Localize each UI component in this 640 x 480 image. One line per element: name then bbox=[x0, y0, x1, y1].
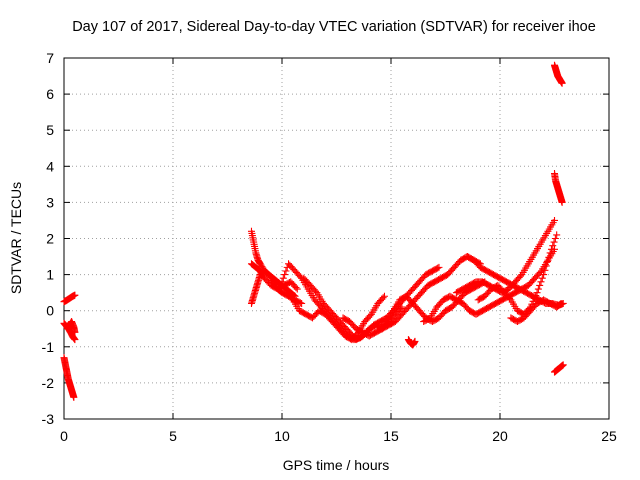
data-series-7 bbox=[247, 260, 301, 293]
data-point bbox=[380, 292, 388, 300]
data-point bbox=[257, 268, 265, 276]
y-tick-label: 1 bbox=[46, 267, 54, 283]
data-point bbox=[551, 235, 559, 242]
data-point bbox=[71, 291, 79, 299]
data-point bbox=[281, 271, 289, 279]
data-point bbox=[379, 294, 387, 302]
data-point bbox=[533, 289, 541, 297]
data-point bbox=[266, 272, 274, 280]
y-tick-label: 6 bbox=[46, 86, 54, 102]
data-point bbox=[267, 273, 275, 281]
data-point bbox=[547, 245, 555, 253]
data-point bbox=[293, 285, 301, 293]
data-point bbox=[296, 273, 304, 281]
data-point bbox=[71, 328, 79, 336]
y-axis-label: SDTVAR / TECUs bbox=[8, 182, 24, 294]
data-point bbox=[506, 294, 514, 302]
data-point bbox=[268, 275, 276, 283]
data-point bbox=[292, 284, 300, 292]
data-point bbox=[516, 272, 524, 280]
y-tick-label: 5 bbox=[46, 122, 54, 138]
data-series-20 bbox=[551, 170, 566, 206]
data-point bbox=[546, 249, 554, 257]
data-series-13 bbox=[404, 336, 419, 349]
data-point bbox=[534, 285, 542, 293]
data-point bbox=[298, 299, 306, 307]
x-tick-label: 25 bbox=[601, 428, 617, 444]
data-point bbox=[397, 305, 405, 313]
x-axis-label: GPS time / hours bbox=[283, 457, 390, 473]
data-point bbox=[553, 231, 561, 239]
y-tick-label: -2 bbox=[42, 375, 55, 391]
data-point bbox=[288, 294, 296, 302]
data-point bbox=[529, 297, 537, 305]
data-point bbox=[551, 216, 558, 224]
x-tick-label: 15 bbox=[383, 428, 399, 444]
y-tick-label: 3 bbox=[46, 194, 54, 210]
data-point bbox=[278, 278, 286, 286]
data-point bbox=[256, 267, 264, 275]
y-tick-label: -3 bbox=[42, 411, 55, 427]
data-point bbox=[71, 336, 79, 344]
data-point bbox=[556, 300, 564, 308]
data-point bbox=[70, 393, 78, 401]
x-tick-label: 0 bbox=[60, 428, 68, 444]
data-point bbox=[540, 271, 548, 279]
data-series-1 bbox=[60, 291, 79, 306]
data-point bbox=[541, 266, 549, 274]
data-point bbox=[259, 271, 267, 279]
y-tick-label: 0 bbox=[46, 303, 54, 319]
data-series-10 bbox=[300, 274, 406, 344]
x-tick-label: 5 bbox=[169, 428, 177, 444]
data-series-21 bbox=[551, 361, 567, 376]
data-point bbox=[538, 274, 546, 282]
data-point bbox=[532, 292, 540, 300]
grid bbox=[64, 58, 609, 419]
y-tick-label: 2 bbox=[46, 231, 54, 247]
data-point bbox=[258, 263, 266, 271]
y-tick-label: -1 bbox=[42, 339, 55, 355]
data-series-3 bbox=[63, 318, 79, 336]
data-point bbox=[550, 238, 558, 246]
data-point bbox=[282, 267, 290, 275]
data-point bbox=[398, 303, 406, 311]
data-point bbox=[530, 294, 538, 302]
data-point bbox=[549, 242, 557, 250]
data-series-14 bbox=[420, 245, 558, 326]
data-point bbox=[411, 337, 419, 345]
data-point bbox=[542, 262, 550, 270]
x-tick-label: 20 bbox=[492, 428, 508, 444]
data-point bbox=[258, 270, 266, 278]
data-point bbox=[558, 198, 566, 206]
data-point bbox=[435, 263, 443, 271]
data-point bbox=[555, 301, 563, 309]
data-series-18 bbox=[507, 296, 565, 326]
data-point bbox=[545, 253, 553, 261]
data-point bbox=[434, 264, 442, 272]
data-point bbox=[558, 79, 566, 87]
y-tick-label: 4 bbox=[46, 158, 54, 174]
data-series-4 bbox=[60, 354, 78, 401]
data-point bbox=[257, 261, 265, 269]
data-point bbox=[557, 299, 565, 307]
data-series-19 bbox=[551, 61, 566, 87]
x-tick-label: 10 bbox=[274, 428, 290, 444]
data-point bbox=[279, 274, 287, 282]
data-point bbox=[544, 258, 552, 266]
data-point bbox=[366, 312, 374, 320]
chart-title: Day 107 of 2017, Sidereal Day-to-day VTE… bbox=[72, 19, 596, 35]
data-point bbox=[296, 299, 304, 307]
data-point bbox=[312, 287, 320, 295]
data-point bbox=[256, 260, 264, 268]
data-point bbox=[537, 278, 545, 286]
axis-ticks: 0 5 10 15 20 25 -3 -2 -1 0 1 2 3 4 5 6 7 bbox=[42, 50, 617, 444]
y-tick-label: 7 bbox=[46, 50, 54, 66]
data-point bbox=[265, 271, 273, 279]
data-point bbox=[536, 281, 544, 289]
data-point bbox=[381, 319, 389, 327]
data-point bbox=[559, 361, 567, 369]
data-points bbox=[60, 61, 567, 401]
